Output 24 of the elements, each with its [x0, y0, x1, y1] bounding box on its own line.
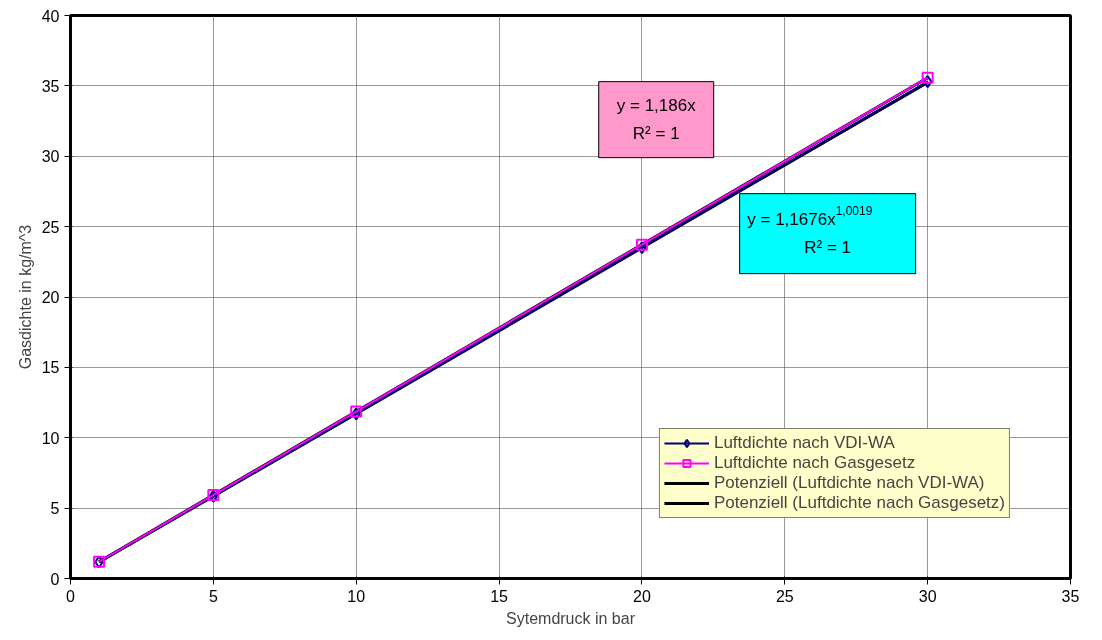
y-tick-label: 15	[41, 359, 60, 377]
x-tick-label: 10	[347, 587, 366, 605]
x-axis-title: Sytemdruck in bar	[506, 609, 636, 627]
y-tick-label: 5	[50, 500, 60, 518]
x-tick-label: 20	[633, 587, 651, 605]
x-tick-label: 15	[490, 587, 509, 605]
y-tick-label: 20	[41, 289, 60, 306]
y-tick-label: 25	[41, 218, 60, 236]
y-tick-label: 10	[41, 429, 60, 447]
y-tick-label: 40	[41, 7, 60, 25]
y-tick-label: 30	[41, 148, 60, 166]
y-axis-title: Gasdichte in kg/m^3	[16, 224, 34, 370]
x-tick-label: 30	[918, 587, 937, 605]
y-tick-label: 35	[41, 77, 60, 95]
x-tick-label: 25	[775, 587, 794, 605]
x-tick-label: 5	[208, 587, 218, 605]
annotation: y = 1,186x R² = 1	[616, 96, 697, 144]
y-tick-label: 0	[50, 570, 60, 588]
x-tick-label: 0	[66, 587, 76, 605]
legend-label: Potenziell (Luftdichte nach VDI-WA)	[713, 473, 985, 493]
legend-label: Luftdichte nach VDI-WA	[713, 433, 895, 453]
legend-label: Luftdichte nach Gasgesetz	[713, 453, 916, 473]
x-tick-label: 35	[1061, 587, 1080, 605]
legend-label: Potenziell (Luftdichte nach Gasgesetz)	[713, 493, 1005, 513]
